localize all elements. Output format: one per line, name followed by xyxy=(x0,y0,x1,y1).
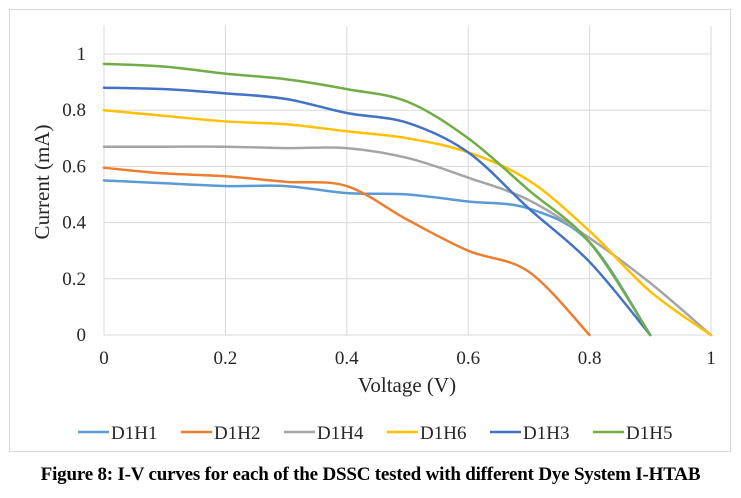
x-tick-label: 0.2 xyxy=(214,348,238,369)
legend-label: D1H1 xyxy=(111,423,157,444)
y-tick-label: 1 xyxy=(77,44,87,65)
legend-label: D1H5 xyxy=(626,423,672,444)
legend-label: D1H3 xyxy=(523,423,569,444)
chart-area xyxy=(9,9,731,452)
x-tick-label: 0.8 xyxy=(578,348,602,369)
legend-item-d1h5: D1H5 xyxy=(593,423,672,444)
y-tick-label: 0.4 xyxy=(62,213,86,234)
gridlines xyxy=(103,25,712,336)
x-tick-label: 0.6 xyxy=(456,348,480,369)
legend-label: D1H4 xyxy=(317,423,364,444)
legend-item-d1h2: D1H2 xyxy=(181,423,260,444)
legend-label: D1H6 xyxy=(420,423,466,444)
legend: D1H1 D1H2 D1H4 D1H6 D1H3 D1H5 xyxy=(78,423,672,444)
x-tick-label: 0 xyxy=(99,348,109,369)
x-axis-title: Voltage (V) xyxy=(358,373,456,397)
series-line-d1h5 xyxy=(102,62,652,337)
y-tick-label: 0.8 xyxy=(62,100,86,121)
series-line-d1h1 xyxy=(102,179,652,337)
legend-item-d1h1: D1H1 xyxy=(78,423,157,444)
legend-item-d1h6: D1H6 xyxy=(387,423,466,444)
legend-item-d1h3: D1H3 xyxy=(490,423,569,444)
series-line-d1h3 xyxy=(102,86,652,337)
y-tick-label: 0.6 xyxy=(62,156,86,177)
y-tick-label: 0.2 xyxy=(62,269,86,290)
x-tick-label: 1 xyxy=(706,348,716,369)
y-tick-label: 0 xyxy=(77,325,87,346)
x-tick-label: 0.4 xyxy=(335,348,359,369)
y-axis-title: Current (mA) xyxy=(30,125,54,240)
tick-labels: 0 0.2 0.4 0.6 0.8 1 0 0.2 0.4 0.6 0.8 1 xyxy=(62,44,716,369)
series-lines xyxy=(102,62,713,337)
series-line-d1h6 xyxy=(102,108,713,337)
iv-curve-chart: 0 0.2 0.4 0.6 0.8 1 0 0.2 0.4 0.6 0.8 1 Voltage (V)… xyxy=(30,25,716,444)
legend-label: D1H2 xyxy=(214,423,260,444)
figure-caption: Figure 8: I-V curves for each of the DSS… xyxy=(40,464,701,485)
legend-item-d1h4: D1H4 xyxy=(284,423,364,444)
series-line-d1h2 xyxy=(102,166,591,337)
